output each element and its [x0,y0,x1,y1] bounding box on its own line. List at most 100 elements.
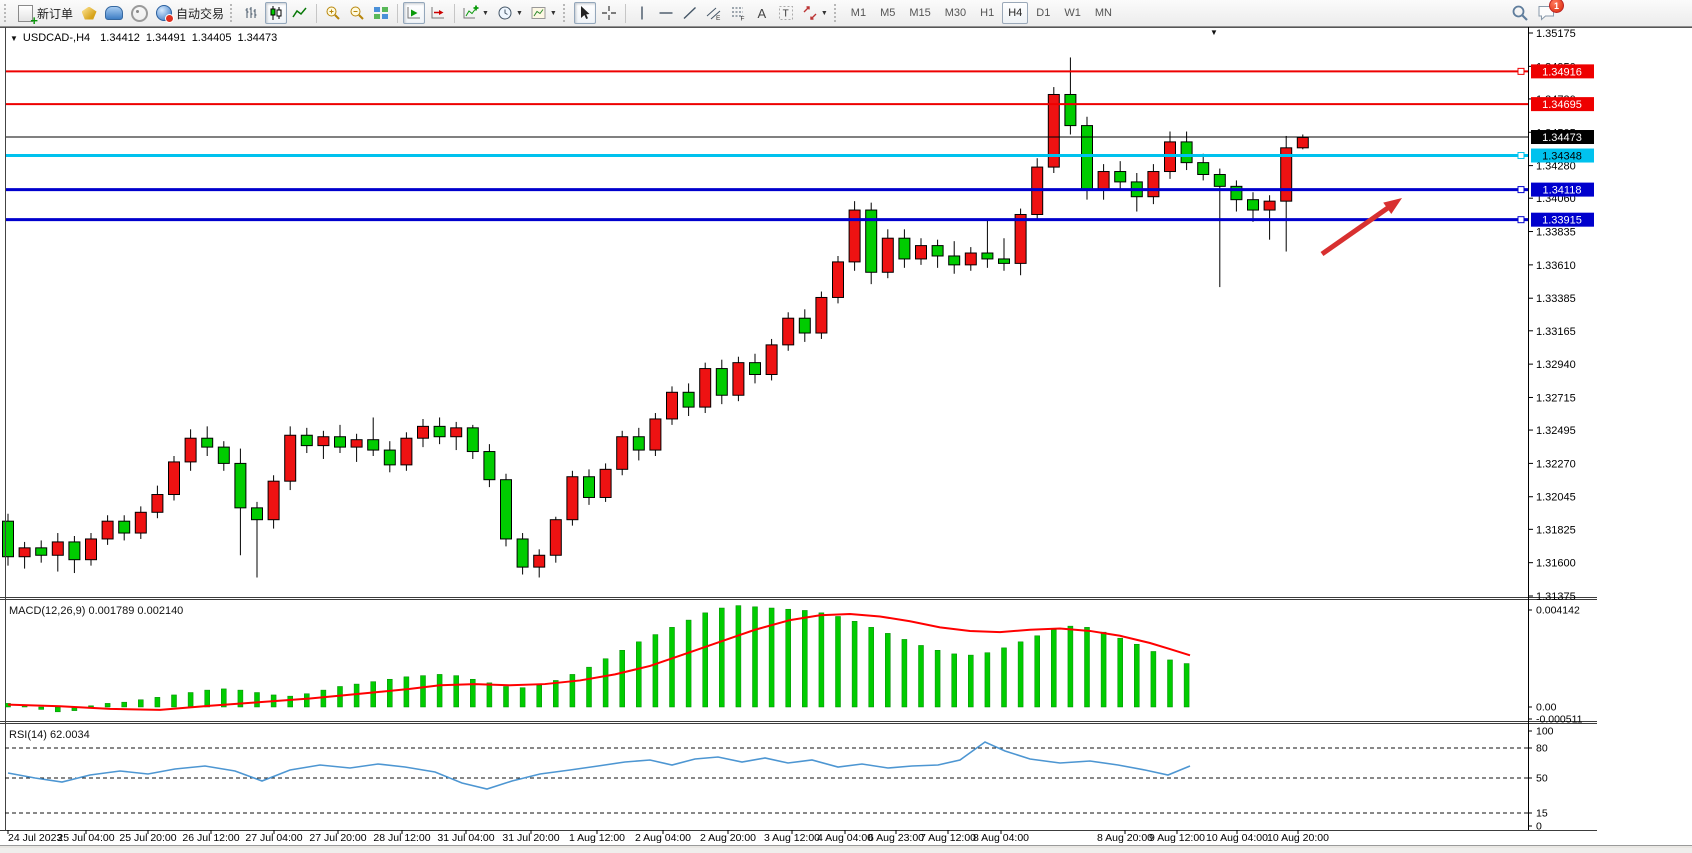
new-order-icon [18,4,38,26]
macd-histogram-bar [436,674,443,708]
metaquotes-button[interactable] [78,2,100,24]
price-tick-label: 1.33385 [1536,293,1576,305]
collapse-arrow-icon[interactable]: ▼ [10,33,18,43]
search-button[interactable] [1508,2,1532,24]
macd-histogram-bar [1117,637,1123,708]
tab-timeframe-M15[interactable]: M15 [909,7,931,19]
toolbar-grip[interactable] [833,4,840,22]
candle-body [715,368,728,396]
macd-histogram-bar [818,612,825,708]
tab-timeframe-H1[interactable]: H1 [980,7,995,19]
macd-histogram-bar [586,666,592,708]
line-chart-button[interactable] [289,2,311,24]
tab-timeframe-M5[interactable]: M5 [880,7,896,19]
text-icon: A [757,5,767,21]
candle-body [350,439,363,448]
tab-timeframe-MN[interactable]: MN [1094,7,1112,19]
cursor-button[interactable] [573,2,596,24]
candle-body [1296,136,1309,149]
macd-histogram-bar [685,619,692,708]
candle-body [998,258,1010,264]
macd-histogram-bar [735,605,742,708]
crosshair-button[interactable] [598,2,620,24]
macd-histogram-bar [785,608,791,708]
price-tick-label: 1.31600 [1536,558,1576,570]
chart-shift-button[interactable] [427,2,449,24]
bar-chart-button[interactable] [241,2,263,24]
tab-timeframe-M1[interactable]: M1 [850,7,867,19]
tab-timeframe-D1[interactable]: D1 [1036,7,1051,19]
chart-window[interactable]: 1.351751.349501.347301.345051.342801.340… [0,27,1692,848]
time-tick-label: 9 Aug 12:00 [1149,832,1205,844]
chat-button[interactable]: 1 [1534,0,1564,24]
candlestick-chart-button[interactable] [265,2,288,24]
toolbar-grip[interactable] [230,4,236,22]
templates-button[interactable]: ▼ [528,2,560,24]
text-button[interactable]: A [751,2,773,24]
periods-button[interactable]: ▼ [494,2,526,24]
signal-button[interactable] [128,2,151,24]
macd-histogram-bar [453,675,459,708]
candle-body [948,255,961,266]
macd-histogram-bar [602,658,609,708]
candle-body [334,436,346,448]
toolbar-grip[interactable] [4,4,10,22]
macd-histogram-bar [1034,635,1040,708]
macd-histogram-bar [519,687,526,708]
candle-body [466,427,479,453]
candle-body [234,462,247,509]
price-tick-label: 1.31375 [1536,591,1576,603]
tab-timeframe-W1[interactable]: W1 [1064,7,1081,19]
candle-body [1064,93,1077,127]
auto-scroll-button[interactable] [403,2,426,24]
macd-histogram-bar [104,703,111,708]
toolbar-grip[interactable] [562,4,569,22]
chevron-down-icon: ▼ [549,9,557,17]
macd-histogram-bar [768,607,775,708]
time-tick-label: 2 Aug 20:00 [700,832,756,844]
macd-axis-label: 0.004142 [1536,605,1580,617]
equidistant-channel-button[interactable]: E [703,2,725,24]
time-tick-label: 10 Aug 20:00 [1267,832,1329,844]
macd-values: 0.001789 0.002140 [88,605,184,617]
time-tick-label: 8 Aug 20:00 [1097,832,1153,844]
candle-body [782,317,795,346]
high-value: 1.34491 [145,32,186,44]
tab-timeframe-M30[interactable]: M30 [944,7,967,19]
indicators-button[interactable]: ▼ [460,2,492,24]
line-handle [1517,186,1525,194]
tile-windows-icon [374,7,389,19]
rsi-axis-label: 15 [1536,808,1548,820]
new-order-button[interactable]: 新订单 [15,2,76,26]
candle-body [101,520,114,540]
time-tick-label: 26 Jul 12:00 [182,832,239,844]
zoom-in-button[interactable] [322,2,344,24]
arrows-button[interactable]: ▼ [799,2,831,24]
macd-histogram-bar [1100,631,1107,708]
trendline-button[interactable] [679,2,701,24]
macd-signal-line [7,613,1191,711]
zoom-out-button[interactable] [346,2,368,24]
symbol-period: USDCAD-,H4 [22,32,91,44]
chart-canvas[interactable]: 1.351751.349501.347301.345051.342801.340… [0,27,1692,848]
macd-histogram-bar [1051,629,1057,708]
price-tick-label: 1.33835 [1536,227,1576,239]
auto-trading-icon [156,5,175,23]
candle-body [1280,147,1293,202]
text-label-button[interactable]: T [775,2,797,24]
templates-icon [531,7,546,19]
fibonacci-button[interactable]: F [727,2,749,24]
horizontal-line-button[interactable] [655,2,677,24]
one-click-trading-arrow-icon[interactable]: ▼ [1210,28,1218,37]
candle-body [566,476,579,521]
line-chart-icon [292,7,307,18]
candle-body [1197,162,1210,175]
time-tick-label: 28 Jul 12:00 [373,832,430,844]
tab-timeframe-H4[interactable]: H4 [1002,2,1029,24]
auto-trading-button[interactable]: 自动交易 [153,2,227,24]
vertical-line-button[interactable] [631,2,653,24]
macd-histogram-bar [1150,651,1157,708]
candle-body [1230,185,1243,201]
mql5-community-button[interactable] [102,2,126,24]
tile-windows-button[interactable] [370,2,392,24]
